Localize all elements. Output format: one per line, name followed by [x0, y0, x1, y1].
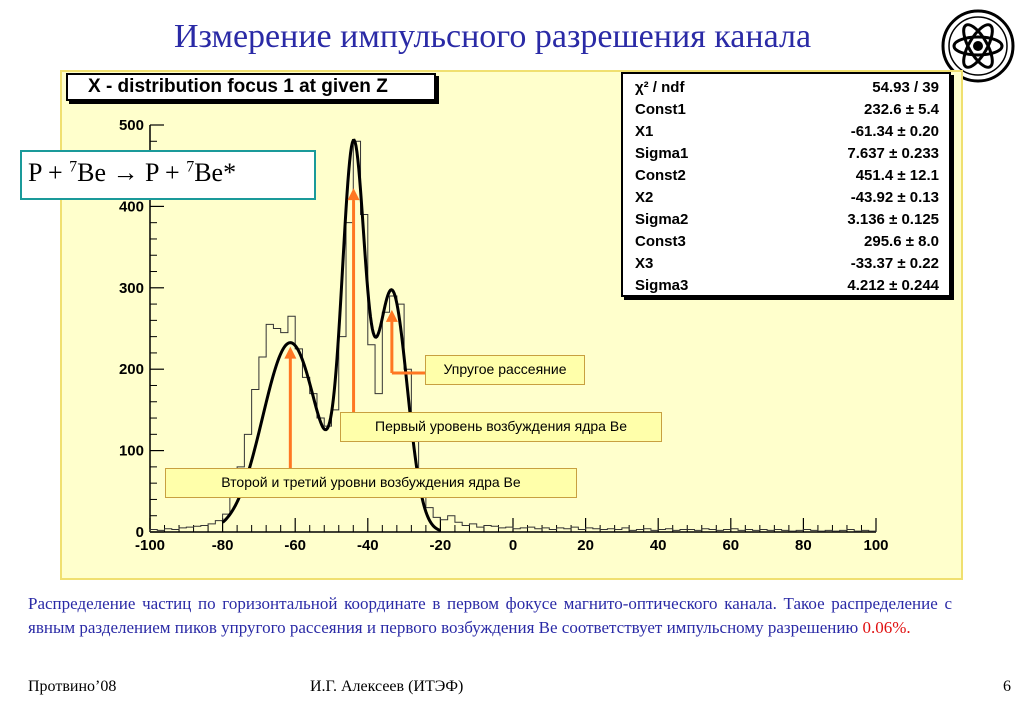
annotation-second-third: Второй и третий уровни возбуждения ядра …: [165, 468, 577, 498]
stats-row: Const1 232.6 ± 5.4: [635, 99, 939, 121]
x-tick-label: 100: [863, 537, 888, 554]
stats-label: X3: [635, 255, 654, 272]
stats-label: χ² / ndf: [635, 79, 685, 96]
x-tick-label: -20: [430, 537, 452, 554]
x-tick-label: -60: [284, 537, 306, 554]
reaction-part1: P +: [28, 158, 70, 187]
x-tick-label: 40: [650, 537, 667, 554]
y-tick-label: 100: [119, 443, 144, 460]
stats-row: Const2 451.4 ± 12.1: [635, 165, 939, 187]
footer-page-number: 6: [1003, 678, 1011, 695]
slide-title: Измерение импульсного разрешения канала: [173, 18, 812, 55]
x-tick-label: -40: [357, 537, 379, 554]
stats-row: χ² / ndf 54.93 / 39: [635, 77, 939, 99]
x-tick-label: 0: [509, 537, 517, 554]
stats-box: χ² / ndf 54.93 / 39 Const1 232.6 ± 5.4 X1 -61…: [621, 72, 951, 297]
y-tick-label: 0: [136, 524, 144, 541]
stats-label: Const3: [635, 233, 686, 250]
institute-logo: [941, 9, 1015, 83]
arrow-head-first-level: [347, 188, 360, 201]
stats-value: 295.6 ± 8.0: [864, 233, 939, 250]
stats-label: Sigma3: [635, 277, 689, 294]
reaction-part2: Be → P +: [77, 158, 187, 187]
stats-row: Const3 295.6 ± 8.0: [635, 231, 939, 253]
stats-value: -61.34 ± 0.20: [850, 123, 939, 140]
x-tick-label: 20: [577, 537, 594, 554]
stats-row: X2 -43.92 ± 0.13: [635, 187, 939, 209]
reaction-part3: Be*: [194, 158, 237, 187]
arrow-head-second-third: [284, 346, 297, 359]
footer-left: Протвино’08: [28, 678, 117, 695]
reaction-label: P + 7Be → P + 7Be*: [20, 150, 316, 200]
stats-label: Sigma1: [635, 145, 689, 162]
stats-label: X2: [635, 189, 654, 206]
y-tick-label: 200: [119, 361, 144, 378]
stats-value: -33.37 ± 0.22: [850, 255, 939, 272]
stats-row: X1 -61.34 ± 0.20: [635, 121, 939, 143]
x-tick-label: -80: [212, 537, 234, 554]
arrow-head-elastic: [385, 309, 398, 322]
stats-value: 54.93 / 39: [872, 79, 939, 96]
reaction-sup1: 7: [69, 158, 78, 176]
annotation-first-level: Первый уровень возбуждения ядра Be: [340, 412, 662, 442]
stats-label: Const1: [635, 101, 686, 118]
stats-value: 4.212 ± 0.244: [847, 277, 939, 294]
footer-center: И.Г. Алексеев (ИТЭФ): [310, 678, 464, 695]
stats-row: Sigma2 3.136 ± 0.125: [635, 209, 939, 231]
fit-curve: [221, 138, 441, 532]
stats-value: 451.4 ± 12.1: [855, 167, 939, 184]
annotation-elastic: Упругое рассеяние: [425, 355, 585, 385]
caption-highlight: 0.06%.: [862, 618, 911, 637]
stats-label: Sigma2: [635, 211, 689, 228]
x-tick-label: 60: [722, 537, 739, 554]
y-tick-label: 400: [119, 198, 144, 215]
x-tick-label: -100: [135, 537, 165, 554]
x-tick-label: 80: [795, 537, 812, 554]
stats-value: 7.637 ± 0.233: [847, 145, 939, 162]
y-tick-label: 300: [119, 280, 144, 297]
histogram-series: [149, 140, 877, 532]
stats-label: X1: [635, 123, 654, 140]
stats-row: X3 -33.37 ± 0.22: [635, 253, 939, 275]
caption-main: Распределение частиц по горизонтальной к…: [28, 594, 952, 637]
stats-row: Sigma3 4.212 ± 0.244: [635, 275, 939, 297]
stats-label: Const2: [635, 167, 686, 184]
chart-title: X - distribution focus 1 at given Z: [66, 73, 436, 101]
caption: Распределение частиц по горизонтальной к…: [28, 592, 952, 640]
stats-value: -43.92 ± 0.13: [850, 189, 939, 206]
stats-value: 3.136 ± 0.125: [847, 211, 939, 228]
reaction-sup2: 7: [186, 158, 195, 176]
y-tick-label: 500: [119, 117, 144, 134]
stats-row: Sigma1 7.637 ± 0.233: [635, 143, 939, 165]
stats-value: 232.6 ± 5.4: [864, 101, 939, 118]
